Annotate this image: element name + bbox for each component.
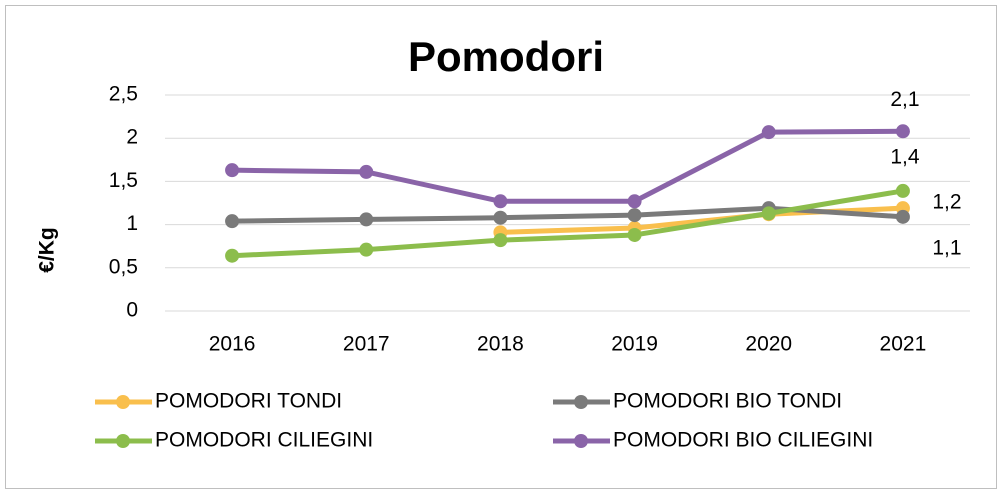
data-label: 2,1 bbox=[890, 88, 919, 111]
x-tick-label: 2019 bbox=[611, 333, 658, 356]
data-label: 1,1 bbox=[932, 236, 961, 259]
data-point bbox=[493, 210, 508, 225]
x-tick-label: 2018 bbox=[477, 333, 524, 356]
data-point bbox=[627, 194, 642, 209]
legend-marker bbox=[574, 395, 588, 409]
data-point bbox=[627, 227, 642, 242]
legend-label: POMODORI CILIEGINI bbox=[155, 429, 373, 452]
data-point bbox=[895, 183, 910, 198]
series-line bbox=[232, 128, 903, 204]
data-point bbox=[493, 233, 508, 248]
y-tick-label: 1 bbox=[126, 212, 138, 235]
x-tick-label: 2021 bbox=[880, 333, 927, 356]
data-point bbox=[895, 209, 910, 224]
data-point bbox=[359, 164, 374, 179]
data-point bbox=[895, 124, 910, 139]
data-point bbox=[761, 206, 776, 221]
y-tick-label: 0 bbox=[126, 299, 138, 322]
legend-marker bbox=[116, 395, 130, 409]
y-tick-label: 2,5 bbox=[109, 83, 138, 106]
y-tick-label: 0,5 bbox=[109, 255, 138, 278]
legend-marker bbox=[574, 434, 588, 448]
data-point bbox=[493, 194, 508, 209]
data-point bbox=[225, 163, 240, 178]
data-point bbox=[225, 248, 240, 263]
series-line bbox=[231, 188, 904, 259]
legend-label: POMODORI BIO TONDI bbox=[613, 390, 842, 413]
legend-label: POMODORI BIO CILIEGINI bbox=[613, 429, 873, 452]
legend-label: POMODORI TONDI bbox=[155, 390, 342, 413]
data-point bbox=[627, 208, 642, 223]
y-tick-label: 2 bbox=[126, 126, 138, 149]
legend-marker bbox=[116, 434, 130, 448]
y-tick-label: 1,5 bbox=[109, 169, 138, 192]
data-point bbox=[359, 212, 374, 227]
data-point bbox=[359, 242, 374, 257]
chart-title: Pomodori bbox=[408, 33, 604, 80]
x-tick-label: 2017 bbox=[343, 333, 390, 356]
x-tick-label: 2016 bbox=[209, 333, 256, 356]
data-point bbox=[225, 214, 240, 229]
y-axis-label: €/Kg bbox=[36, 227, 59, 273]
data-label: 1,2 bbox=[932, 191, 961, 214]
data-point bbox=[761, 125, 776, 140]
data-label: 1,4 bbox=[890, 145, 920, 168]
x-tick-label: 2020 bbox=[745, 333, 792, 356]
